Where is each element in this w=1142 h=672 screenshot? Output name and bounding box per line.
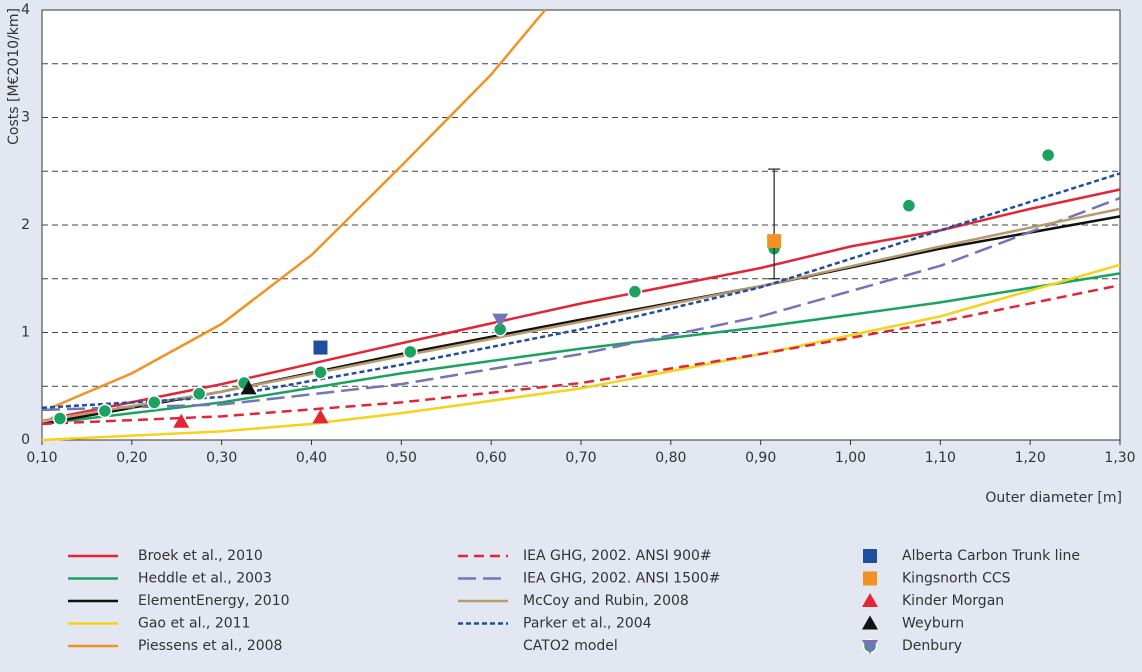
- legend-label: Alberta Carbon Trunk line: [902, 548, 1080, 564]
- x-tick-label: 0,60: [476, 450, 507, 466]
- data-point: [313, 365, 328, 380]
- legend-label: ElementEnergy, 2010: [138, 593, 290, 609]
- data-line: [41, 263, 1121, 442]
- legend-label: Kinder Morgan: [902, 593, 1004, 609]
- data-point: [147, 395, 162, 410]
- legend-label: Piessens et al., 2008: [138, 638, 282, 654]
- legend-label: IEA GHG, 2002. ANSI 900#: [523, 548, 712, 564]
- legend-label: McCoy and Rubin, 2008: [523, 593, 689, 609]
- x-tick-label: 0,50: [386, 450, 417, 466]
- plot-area: [42, 10, 1120, 440]
- data-point: [173, 413, 190, 428]
- data-line: [41, 283, 1121, 426]
- data-line: [50, 188, 1121, 420]
- legend-label: CATO2 model: [523, 638, 618, 654]
- x-tick-label: 0,80: [655, 450, 686, 466]
- data-line: [41, 272, 1121, 426]
- data-point: [901, 198, 917, 213]
- data-point: [1040, 147, 1056, 163]
- data-point: [312, 409, 329, 424]
- x-tick-label: 0,10: [26, 450, 57, 466]
- legend-marker: [863, 549, 877, 563]
- y-tick-label: 3: [21, 110, 30, 126]
- legend-label: Parker et al., 2004: [523, 616, 652, 632]
- data-point: [492, 313, 509, 328]
- x-axis-label: Outer diameter [m]: [985, 490, 1122, 506]
- data-point: [403, 344, 418, 360]
- data-line: [41, 172, 1121, 409]
- legend-label: Kingsnorth CCS: [902, 571, 1011, 587]
- x-tick-label: 0,30: [206, 450, 237, 466]
- data-point: [240, 380, 257, 395]
- y-tick-label: 2: [21, 217, 30, 233]
- legend-label: IEA GHG, 2002. ANSI 1500#: [523, 571, 721, 587]
- legend-marker: [862, 593, 878, 607]
- legend-marker: [863, 571, 877, 586]
- x-tick-label: 0,20: [116, 450, 147, 466]
- plot-frame: [41, 9, 1121, 441]
- data-point: [97, 403, 113, 419]
- x-tick-label: 1,30: [1104, 450, 1135, 466]
- data-point: [191, 386, 207, 402]
- legend-label: Denbury: [902, 638, 962, 654]
- legend-label: Gao et al., 2011: [138, 616, 250, 632]
- x-tick-label: 0,40: [296, 450, 327, 466]
- y-tick-label: 0: [21, 432, 30, 448]
- data-line: [41, 207, 1121, 422]
- data-point: [52, 411, 68, 426]
- data-line: [41, 196, 1121, 412]
- data-point: [313, 340, 328, 355]
- legend-marker: [862, 615, 878, 630]
- data-point: [627, 284, 643, 299]
- x-tick-label: 0,70: [565, 450, 596, 466]
- x-tick-label: 0,90: [745, 450, 776, 466]
- legend-label: Broek et al., 2010: [138, 548, 263, 564]
- y-tick-label: 4: [21, 2, 30, 18]
- x-tick-label: 1,00: [835, 450, 866, 466]
- legend-label: Weyburn: [902, 616, 964, 632]
- x-tick-label: 1,10: [925, 450, 956, 466]
- x-tick-label: 1,20: [1015, 450, 1046, 466]
- data-point: [767, 234, 782, 249]
- y-axis-label: Costs [M€2010/km]: [6, 8, 22, 145]
- legend-marker: [862, 640, 878, 654]
- y-tick-label: 1: [21, 325, 30, 341]
- data-line: [50, 9, 547, 409]
- legend-label: Heddle et al., 2003: [138, 571, 272, 587]
